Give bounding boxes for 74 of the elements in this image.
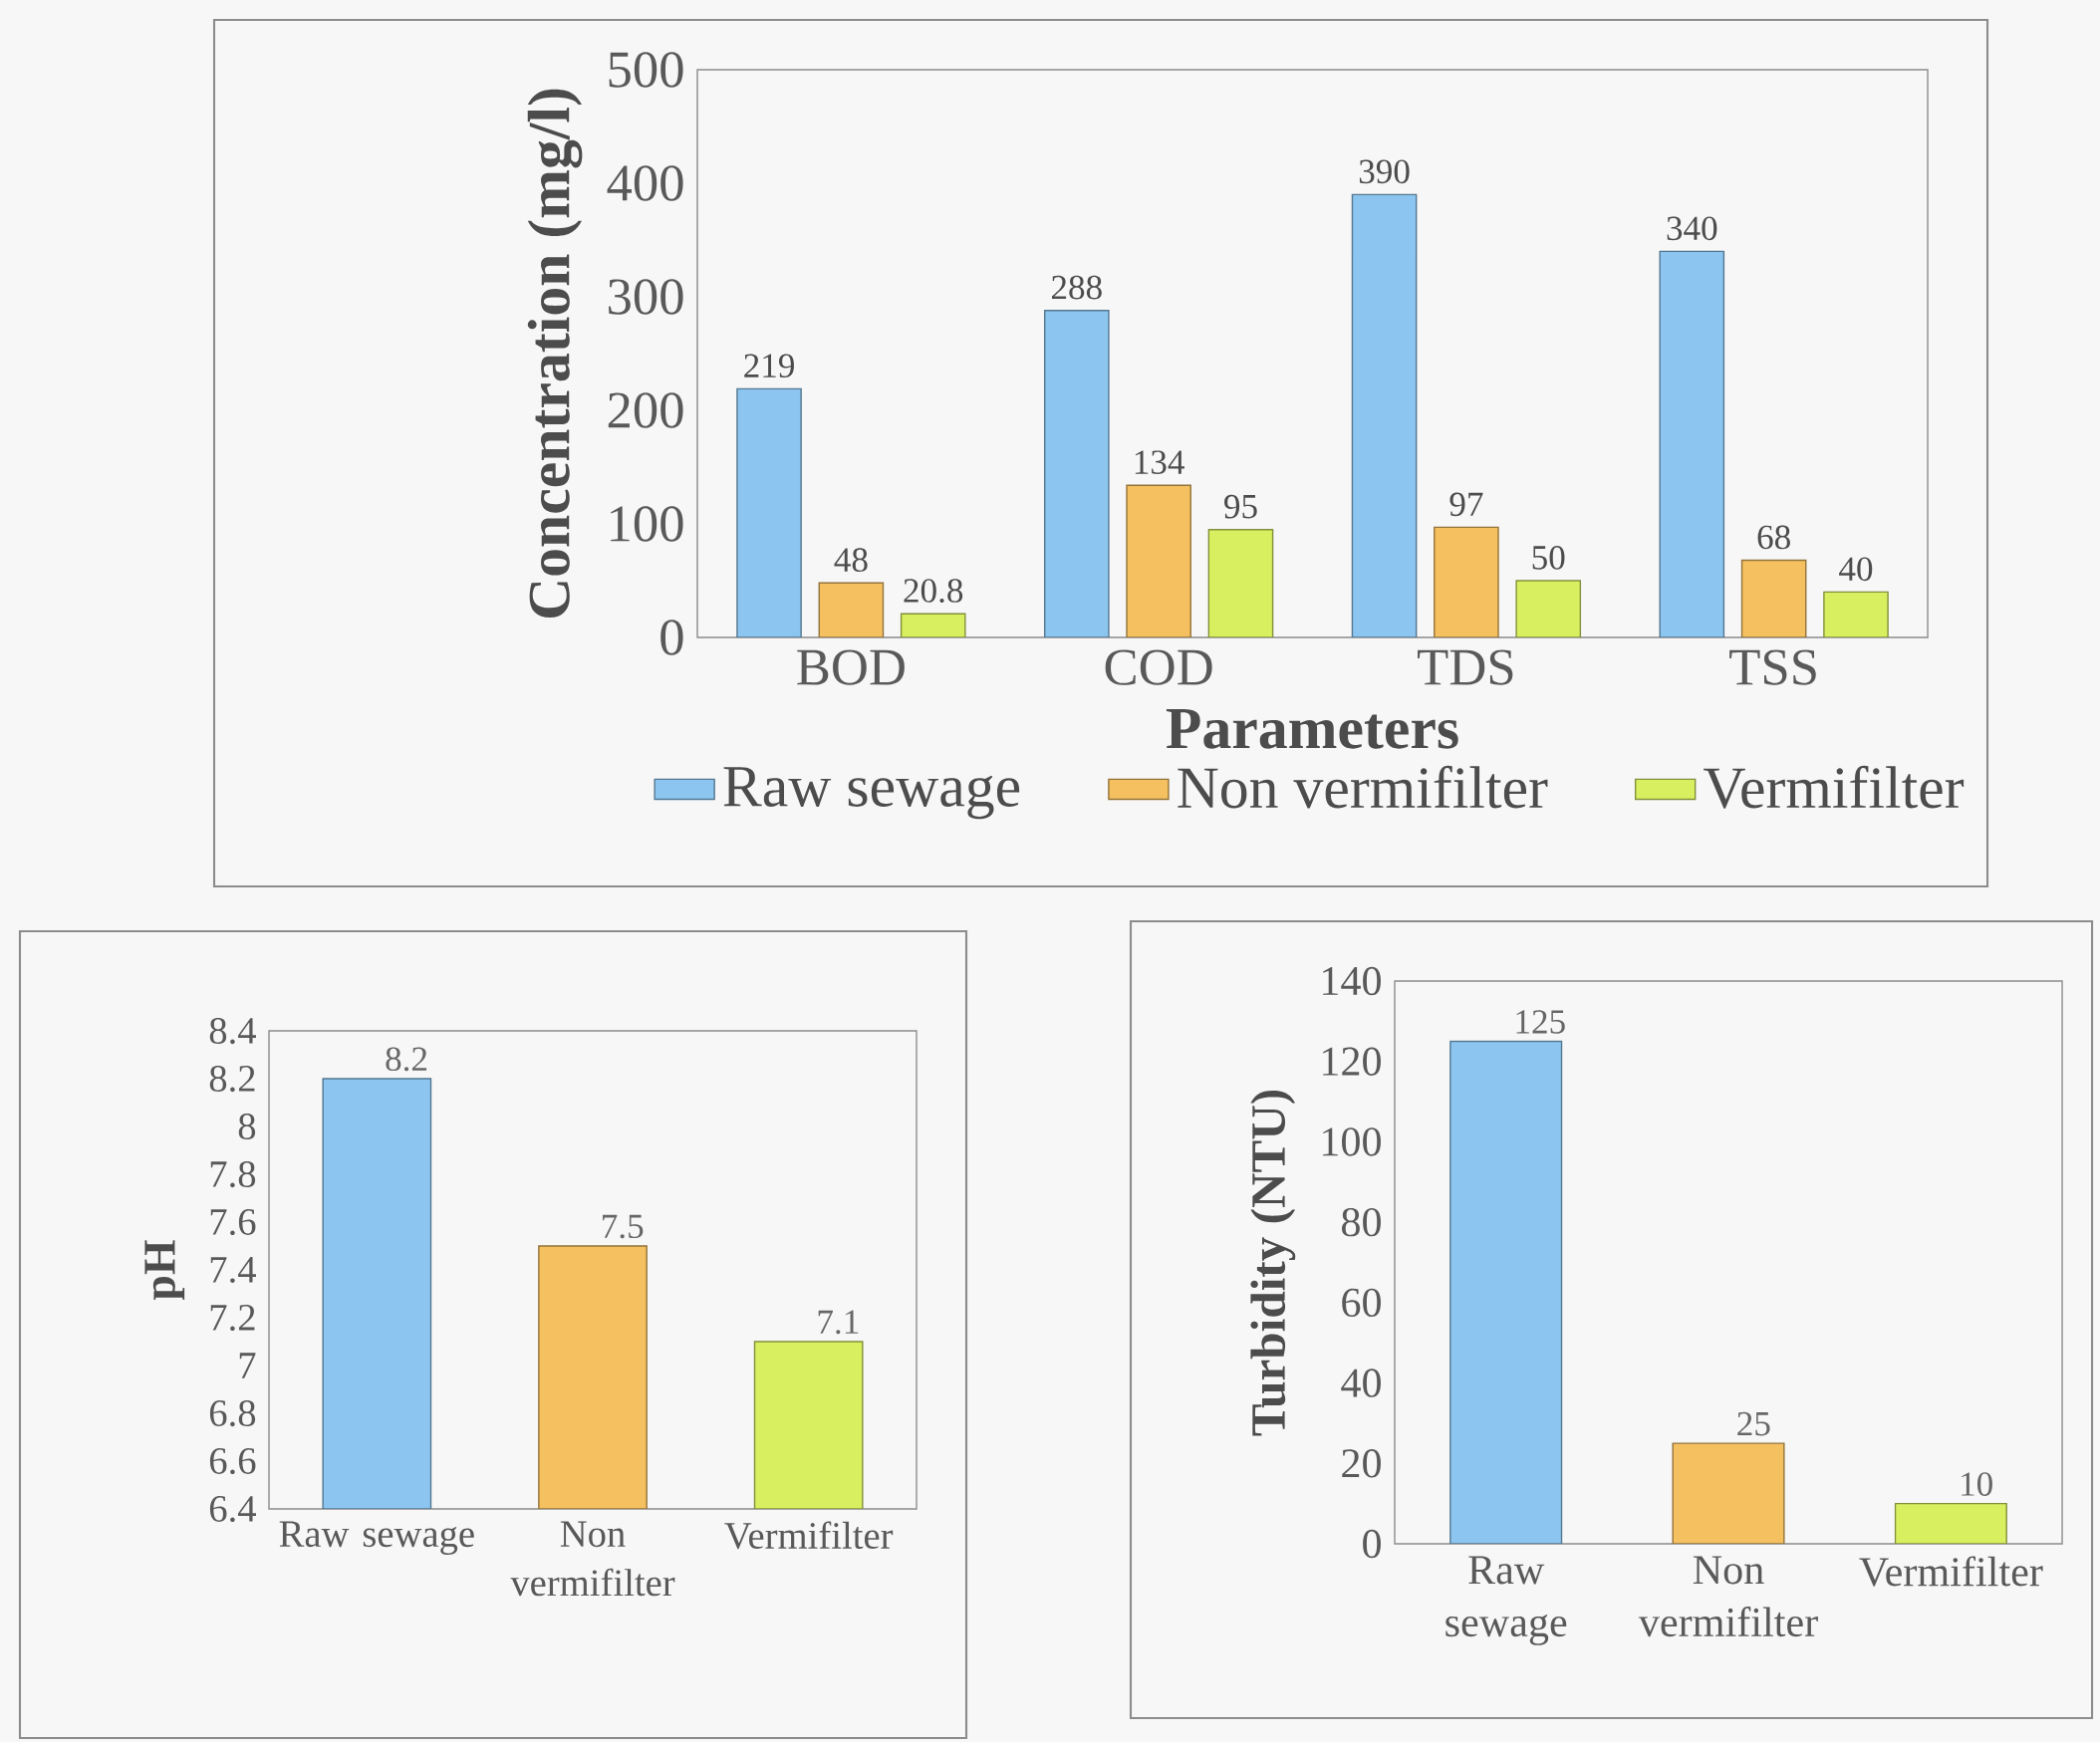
y-tick-label: 300 [609,279,683,315]
y-tick-label: 80 [1342,1207,1381,1237]
data-label: 20.8 [904,579,963,604]
y-tick-label: 20 [1342,1449,1381,1478]
bar [1515,580,1582,637]
y-tick-label: 7.4 [210,1257,256,1284]
data-label: 340 [1667,216,1717,241]
y-tick-label: 7.8 [210,1160,256,1188]
y-tick-label: 7.6 [210,1208,256,1236]
bar [736,387,802,637]
y-axis-title: Turbidity (NTU) [1250,1090,1296,1436]
data-label: 68 [1757,525,1790,550]
x-tick-label: Vermifilter [724,1521,894,1550]
x-tick-label: TSS [1729,649,1816,685]
data-label: 7.5 [603,1214,644,1239]
data-label: 97 [1449,492,1483,517]
y-tick-label: 7 [239,1353,256,1378]
y-tick-label: 100 [1323,1127,1381,1156]
data-label: 7.1 [818,1310,859,1335]
bar [1672,1442,1785,1545]
y-tick-label: 7.2 [210,1304,255,1332]
bar [1659,250,1725,637]
y-tick-label: 40 [1341,1369,1381,1397]
data-label: 219 [744,354,794,378]
x-tick-label: Vermifilter [1859,1556,2043,1587]
x-tick-label: Non vermifilter [1638,1556,1818,1637]
y-tick-label: 0 [1363,1529,1381,1559]
y-tick-label: 400 [607,165,683,201]
data-label: 134 [1135,450,1184,474]
data-label: 10 [1962,1472,1992,1496]
y-tick-label: 8.4 [209,1017,256,1045]
bar [1207,528,1274,637]
data-label: 50 [1532,546,1565,570]
x-tick-label: COD [1105,649,1212,685]
data-label: 8.2 [386,1047,427,1072]
y-tick-label: 100 [611,506,683,542]
data-label: 25 [1737,1411,1770,1436]
bar [1740,559,1807,637]
bar [1351,193,1418,637]
x-axis-title: Parameters [1166,708,1458,749]
y-tick-label: 500 [609,52,683,88]
x-tick-label: Raw sewage [1445,1556,1567,1645]
x-tick-label: BOD [797,649,905,685]
x-tick-label: Non vermifilter [510,1521,675,1597]
data-label: 95 [1224,494,1257,519]
y-tick-label: 0 [660,620,683,655]
data-label: 288 [1051,275,1102,300]
legend-label: Vermifilter [1704,765,1965,809]
bar [1126,484,1191,637]
y-tick-label: 6.6 [209,1447,256,1475]
bar [1449,1040,1563,1545]
y-tick-label: 6.4 [209,1495,256,1523]
y-axis-title: pH [144,1240,185,1300]
legend-label: Raw sewage [723,767,1020,820]
legend-label: Non vermifilter [1178,765,1548,809]
bar [1434,526,1499,637]
y-tick-label: 200 [608,392,683,428]
bar [1823,591,1889,637]
data-label: 390 [1359,159,1410,184]
bar [900,613,966,637]
y-tick-label: 60 [1342,1288,1381,1318]
y-tick-label: 6.8 [209,1399,256,1427]
data-label: 125 [1516,1010,1565,1034]
data-label: 48 [834,548,868,573]
y-tick-label: 8.2 [209,1065,255,1093]
y-axis-title: Concentration (mg/l) [527,89,583,619]
data-label: 40 [1839,557,1873,582]
bar [1043,309,1110,637]
y-tick-label: 8 [238,1114,256,1140]
y-tick-label: 120 [1323,1047,1381,1076]
x-tick-label: TDS [1418,649,1513,685]
x-tick-label: Raw sewage [279,1521,474,1556]
y-tick-label: 140 [1323,966,1381,996]
bar [818,582,885,637]
